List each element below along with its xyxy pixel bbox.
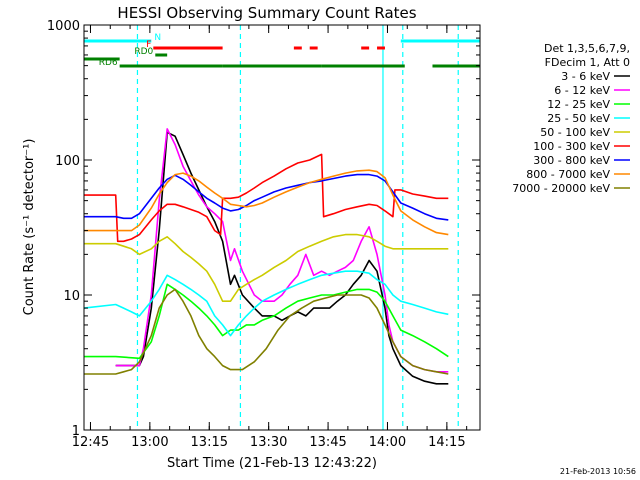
plot-frame: [83, 24, 481, 431]
axes: 12:45 13:00 13:15 13:30 13:45 14:00 14:15 1 10 10…: [47, 19, 480, 450]
legend-entry-label: 800 - 7000 keV: [526, 168, 610, 181]
flag-bar-label: F: [146, 40, 151, 50]
series-line: [115, 131, 449, 385]
series-line: [83, 270, 449, 337]
legend-entry-label: 6 - 12 keV: [554, 84, 610, 97]
series-line: [84, 283, 449, 360]
x-tick-label: 14:15: [428, 435, 465, 450]
flag-bar-label: RD6: [99, 58, 118, 68]
series-line: [84, 288, 449, 375]
y-axis-label: Count Rate (s⁻¹ detector⁻¹): [22, 139, 37, 316]
legend-header: FDecim 1, Att 0: [545, 56, 630, 69]
y-tick-label: 100: [55, 154, 80, 169]
y-tick-label: 10: [63, 289, 80, 304]
x-axis-label: Start Time (21-Feb-13 12:43:22): [167, 456, 377, 471]
legend-entry-label: 25 - 50 keV: [547, 112, 610, 125]
legend-entry-label: 7000 - 20000 keV: [512, 182, 610, 195]
series-line: [84, 169, 449, 236]
chart-title: HESSI Observing Summary Count Rates: [117, 4, 416, 22]
y-tick-label: 1: [72, 424, 80, 439]
legend-entry-label: 100 - 300 keV: [533, 140, 610, 153]
x-tick-label: 13:30: [250, 435, 287, 450]
legend: Det 1,3,5,6,7,9,FDecim 1, Att 03 - 6 keV…: [512, 42, 630, 195]
flag-bar-label: RD0: [134, 47, 153, 57]
legend-entry-label: 12 - 25 keV: [547, 98, 610, 111]
flag-bar-label: N: [154, 33, 161, 43]
legend-header: Det 1,3,5,6,7,9,: [544, 42, 630, 55]
footer-timestamp: 21-Feb-2013 10:56: [560, 467, 636, 476]
x-tick-label: 12:45: [72, 435, 109, 450]
x-tick-label: 13:45: [309, 435, 346, 450]
series-line: [84, 233, 449, 303]
series-line: [84, 153, 449, 243]
series-line: [84, 173, 449, 221]
legend-entry-label: 50 - 100 keV: [540, 126, 610, 139]
y-tick-label: 1000: [47, 19, 80, 34]
legend-entry-label: 3 - 6 keV: [561, 70, 610, 83]
x-tick-label: 14:00: [369, 435, 406, 450]
x-tick-label: 13:15: [191, 435, 228, 450]
x-tick-label: 13:00: [131, 435, 168, 450]
legend-entry-label: 300 - 800 keV: [533, 154, 610, 167]
